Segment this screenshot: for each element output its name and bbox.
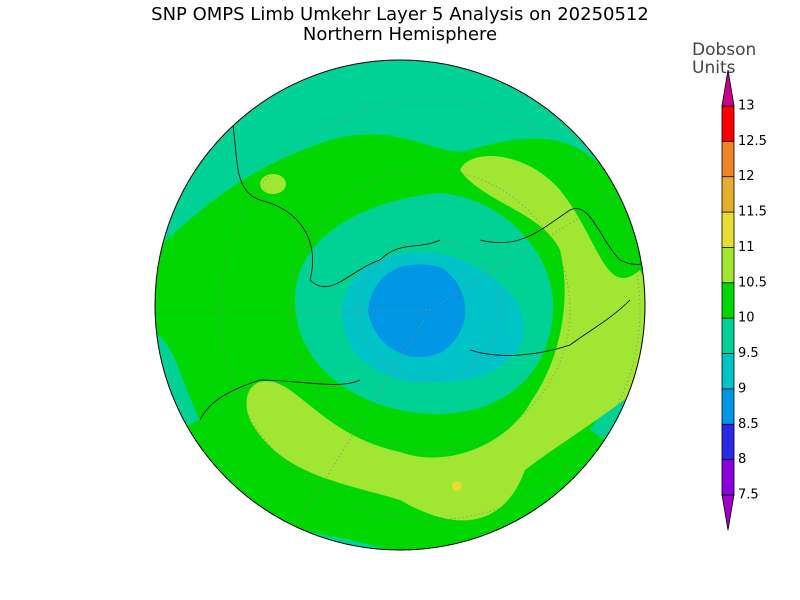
colorbar-bin (722, 212, 734, 248)
colorbar-tick-label: 11.5 (738, 205, 767, 220)
map (155, 60, 645, 550)
colorbar-tick-label: 12 (738, 169, 755, 184)
colorbar-tick-label: 8.5 (738, 417, 759, 432)
colorbar-bin (722, 282, 734, 319)
colorbar-tick-label: 7.5 (738, 488, 759, 503)
colorbar-bin (722, 318, 734, 354)
colorbar-under (721, 494, 735, 531)
colorbar-bin (722, 424, 734, 460)
colorbar-bin (722, 141, 734, 177)
field (246, 156, 645, 521)
colorbar-bin (722, 176, 734, 213)
colorbar: 7.5 8 8.5 9 9.5 10 10.5 11 11.5 12 12.5 13 (721, 69, 767, 531)
map-border (154, 59, 646, 551)
colorbar-label: Dobson (692, 40, 756, 60)
colorbar-tick-label: 10.5 (738, 275, 767, 290)
graticule (155, 99, 641, 521)
colorbar-bin (722, 459, 734, 495)
colorbar-tick-label: 9.5 (738, 346, 759, 361)
colorbar-label: Units (692, 58, 736, 78)
field (368, 264, 466, 358)
colorbar-bin (722, 247, 734, 283)
title: SNP OMPS Limb Umkehr Layer 5 Analysis on… (151, 4, 649, 25)
subtitle: Northern Hemisphere (303, 24, 497, 45)
field (260, 174, 286, 194)
colorbar-bin (722, 388, 734, 425)
colorbar-tick-label: 9 (738, 381, 746, 396)
colorbar-tick-label: 8 (738, 452, 746, 467)
colorbar-bin (722, 353, 734, 389)
colorbar-tick-label: 10 (738, 311, 755, 326)
field (452, 481, 462, 491)
colorbar-tick-label: 12.5 (738, 134, 767, 149)
colorbar-bin (722, 106, 734, 142)
colorbar-tick-label: 11 (738, 240, 755, 255)
coastline (199, 109, 645, 421)
colorbar-tick-label: 13 (738, 99, 755, 114)
